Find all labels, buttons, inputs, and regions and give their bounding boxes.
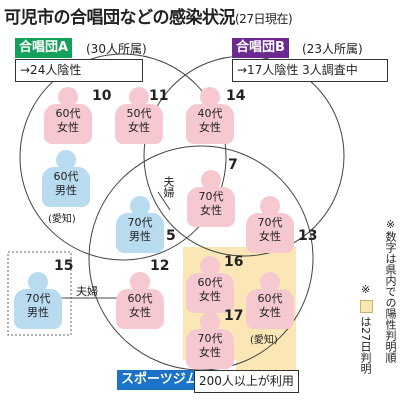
- person-11: 50代 女性: [115, 87, 163, 145]
- legend-highlight-swatch: [360, 300, 373, 313]
- person-aichi-male: 60代 男性: [42, 150, 90, 208]
- person-13: 70代 女性: [246, 196, 294, 254]
- person-7: 70代 女性: [187, 170, 235, 228]
- case-number-16: 16: [224, 254, 244, 270]
- choir-b-members: (23人所属): [302, 42, 363, 56]
- person-15: 70代 男性: [14, 272, 62, 330]
- tag-aichi-2: (愛知): [250, 335, 278, 346]
- title-date: (27日現在): [235, 12, 293, 26]
- couple-label-1: 夫婦: [162, 176, 175, 198]
- choir-b-circle: [143, 55, 345, 257]
- case-number-5: 5: [166, 228, 176, 244]
- case-number-15: 15: [54, 258, 74, 274]
- person-12: 60代 女性: [116, 272, 164, 330]
- couple-label-2: 夫婦: [76, 285, 98, 298]
- gym-users: 200人以上が利用: [194, 370, 299, 393]
- gym-label: スポーツジム: [117, 370, 203, 390]
- note-found-27th: は27日判明: [359, 316, 372, 374]
- note-mark: ※: [361, 283, 371, 296]
- choir-a-result: →24人陰性: [15, 59, 143, 82]
- person-17: 70代 女性: [186, 312, 234, 370]
- person-14: 40代 女性: [186, 87, 234, 145]
- person-16: 60代 女性: [186, 256, 234, 314]
- case-number-11: 11: [149, 88, 169, 104]
- person-aichi-female: 60代 女性: [246, 272, 294, 330]
- case-number-17: 17: [224, 308, 244, 324]
- tag-aichi-1: (愛知): [48, 214, 76, 225]
- person-10: 60代 女性: [44, 87, 92, 145]
- case-number-12: 12: [150, 258, 170, 274]
- person-5: 70代 男性: [116, 196, 164, 254]
- couple-line-5-7: [157, 191, 171, 211]
- choir-a-circle: [19, 53, 227, 261]
- choir-b-result: →17人陰性 3人調査中: [232, 59, 388, 82]
- page-title: 可児市の合唱団などの感染状況(27日現在): [4, 3, 293, 28]
- case-number-10: 10: [92, 88, 112, 104]
- case-number-13: 13: [298, 228, 318, 244]
- note-case-order: ※数字は県内での陽性判明順: [384, 218, 397, 363]
- case-number-7: 7: [228, 157, 238, 173]
- title-text: 可児市の合唱団などの感染状況: [4, 8, 236, 28]
- choir-b-label: 合唱団B: [232, 38, 289, 58]
- outside-box: [7, 251, 72, 336]
- case-number-14: 14: [226, 88, 246, 104]
- choir-a-members: (30人所属): [86, 42, 147, 56]
- choir-a-label: 合唱団A: [15, 38, 73, 58]
